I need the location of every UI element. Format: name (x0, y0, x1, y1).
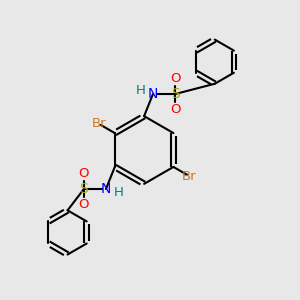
Text: S: S (171, 87, 179, 101)
Text: N: N (101, 182, 111, 196)
Text: Br: Br (92, 117, 106, 130)
Text: H: H (113, 186, 123, 199)
Text: O: O (79, 198, 89, 211)
Text: O: O (170, 72, 180, 85)
Text: Br: Br (182, 170, 196, 183)
Text: N: N (148, 87, 158, 101)
Text: H: H (136, 84, 146, 97)
Text: S: S (80, 182, 88, 196)
Text: O: O (170, 103, 180, 116)
Text: O: O (79, 167, 89, 180)
